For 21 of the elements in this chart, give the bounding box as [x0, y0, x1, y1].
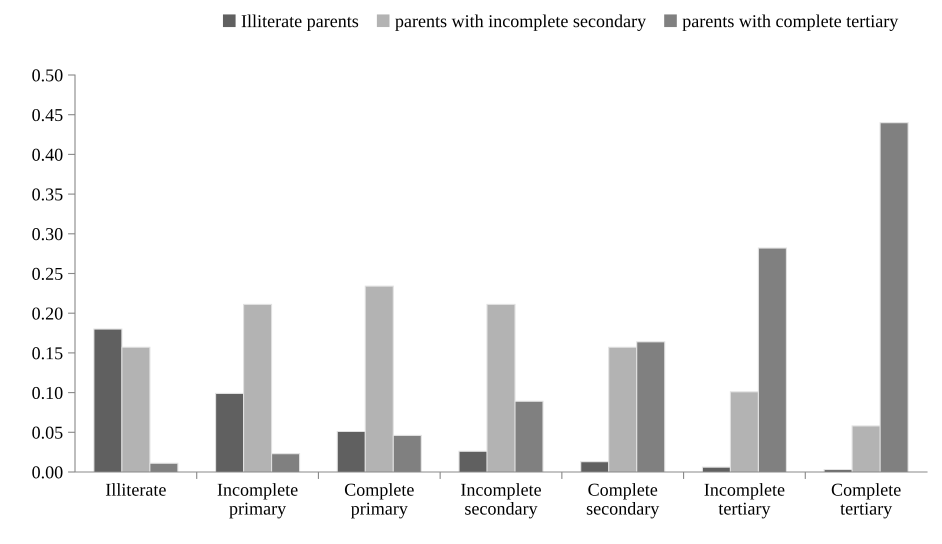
legend-label: parents with complete tertiary: [682, 14, 898, 31]
y-tick-label: 0.10: [32, 386, 63, 400]
y-tick-label: 0.00: [32, 466, 63, 479]
x-tick-label: Complete tertiary: [832, 483, 901, 518]
x-tick-label: Incomplete primary: [218, 483, 298, 518]
y-tick-label: 0.25: [32, 268, 62, 280]
y-tick-label: 0.15: [32, 347, 62, 360]
x-tick-label: Complete primary: [344, 483, 414, 518]
y-tick-label: 0.20: [32, 307, 63, 320]
x-tick-label: Illiterate: [106, 483, 166, 496]
x-tick-label: Incomplete tertiary: [704, 483, 784, 518]
legend-label: parents with incomplete secondary: [395, 14, 646, 31]
y-tick-label: 0.50: [32, 69, 63, 82]
y-tick-label: 0.40: [32, 148, 63, 161]
y-tick-label: 0.45: [32, 108, 62, 122]
y-tick-label: 0.35: [32, 188, 62, 201]
y-tick-label: 0.30: [32, 228, 63, 240]
x-tick-label: Incomplete secondary: [461, 483, 541, 518]
legend-label: Illiterate parents: [242, 14, 358, 31]
y-tick-label: 0.05: [32, 426, 62, 439]
x-tick-label: Complete secondary: [586, 483, 660, 518]
